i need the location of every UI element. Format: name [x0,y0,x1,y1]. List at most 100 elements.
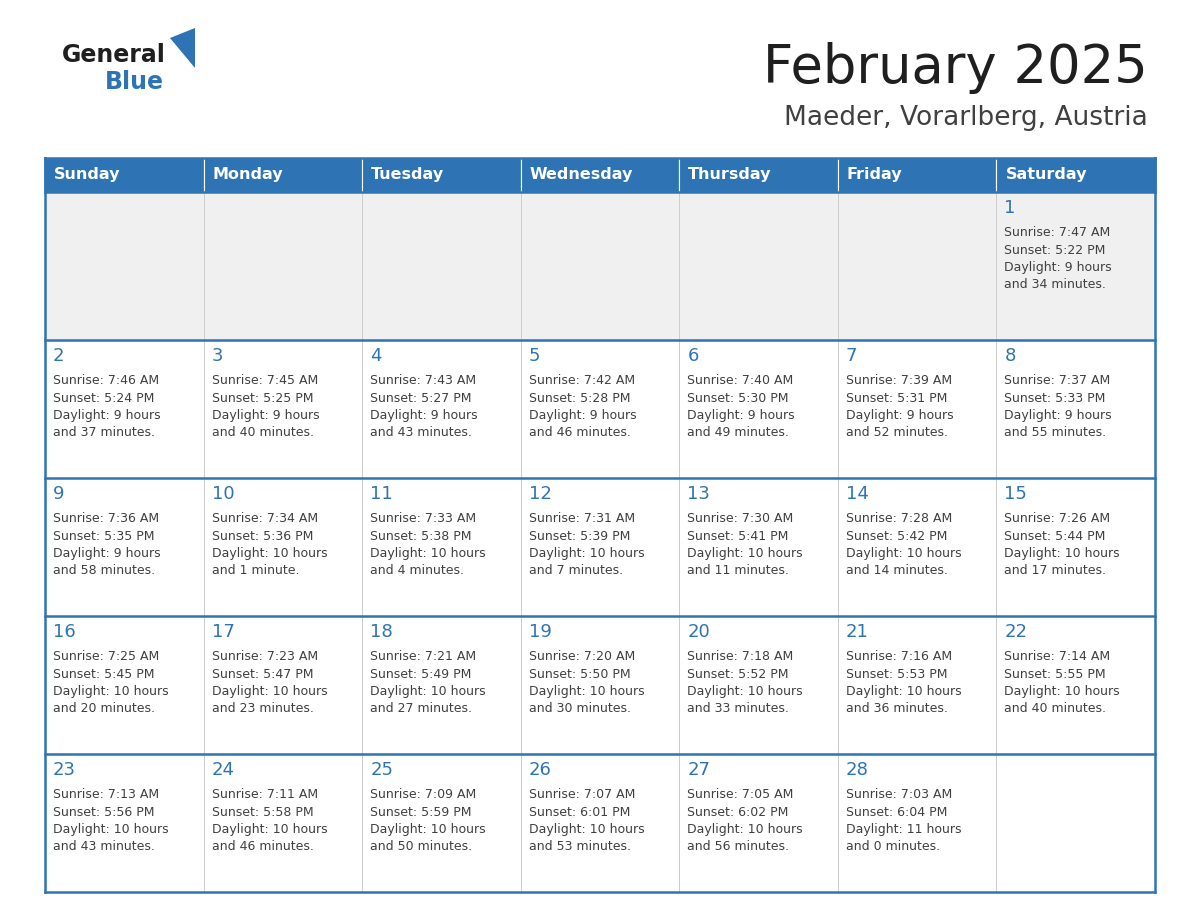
Bar [997,158,1155,192]
Text: Tuesday: Tuesday [371,167,444,183]
Text: Sunrise: 7:33 AM: Sunrise: 7:33 AM [371,512,476,525]
Text: Sunrise: 7:03 AM: Sunrise: 7:03 AM [846,788,952,801]
Text: Daylight: 10 hours: Daylight: 10 hours [371,823,486,836]
Bar [997,754,1155,892]
Text: Sunset: 5:31 PM: Sunset: 5:31 PM [846,391,947,405]
Text: 7: 7 [846,347,858,365]
Text: Daylight: 9 hours: Daylight: 9 hours [53,547,160,560]
Text: 3: 3 [211,347,223,365]
Bar [838,616,997,754]
Bar [838,754,997,892]
Text: and 58 minutes.: and 58 minutes. [53,565,156,577]
Text: Daylight: 10 hours: Daylight: 10 hours [529,547,644,560]
Text: February 2025: February 2025 [763,42,1148,94]
Bar [203,754,362,892]
Text: Sunset: 5:33 PM: Sunset: 5:33 PM [1004,391,1106,405]
Text: 2: 2 [53,347,64,365]
Text: Daylight: 9 hours: Daylight: 9 hours [1004,409,1112,422]
Bar [362,478,520,616]
Text: and 43 minutes.: and 43 minutes. [371,427,472,440]
Bar [45,478,203,616]
Text: Wednesday: Wednesday [530,167,633,183]
Text: Sunset: 5:56 PM: Sunset: 5:56 PM [53,805,154,819]
Text: 21: 21 [846,623,868,641]
Text: Daylight: 10 hours: Daylight: 10 hours [211,823,327,836]
Bar [838,340,997,478]
Bar [997,340,1155,478]
Text: Maeder, Vorarlberg, Austria: Maeder, Vorarlberg, Austria [784,105,1148,131]
Text: and 46 minutes.: and 46 minutes. [211,841,314,854]
Bar [45,340,203,478]
Text: Sunrise: 7:11 AM: Sunrise: 7:11 AM [211,788,317,801]
Text: Daylight: 9 hours: Daylight: 9 hours [211,409,320,422]
Text: Sunset: 5:42 PM: Sunset: 5:42 PM [846,530,947,543]
Text: 23: 23 [53,761,76,779]
Text: 16: 16 [53,623,76,641]
Bar [203,478,362,616]
Text: Sunset: 5:22 PM: Sunset: 5:22 PM [1004,243,1106,256]
Text: and 1 minute.: and 1 minute. [211,565,299,577]
Text: Daylight: 9 hours: Daylight: 9 hours [846,409,954,422]
Bar [838,158,997,192]
Text: and 40 minutes.: and 40 minutes. [1004,702,1106,715]
Bar [362,192,520,340]
Text: Sunrise: 7:30 AM: Sunrise: 7:30 AM [688,512,794,525]
Text: and 56 minutes.: and 56 minutes. [688,841,789,854]
Text: 9: 9 [53,485,64,503]
Text: Sunrise: 7:45 AM: Sunrise: 7:45 AM [211,374,318,387]
Text: Daylight: 10 hours: Daylight: 10 hours [688,547,803,560]
Text: 22: 22 [1004,623,1028,641]
Text: Daylight: 9 hours: Daylight: 9 hours [1004,261,1112,274]
Text: and 0 minutes.: and 0 minutes. [846,841,940,854]
Bar [520,192,680,340]
Text: Sunday: Sunday [53,167,120,183]
Bar [680,616,838,754]
Text: Daylight: 10 hours: Daylight: 10 hours [371,685,486,698]
Text: Sunrise: 7:07 AM: Sunrise: 7:07 AM [529,788,636,801]
Bar [680,192,838,340]
Bar [680,478,838,616]
Text: Daylight: 10 hours: Daylight: 10 hours [53,823,169,836]
Bar [203,616,362,754]
Text: Sunrise: 7:23 AM: Sunrise: 7:23 AM [211,650,317,663]
Text: Sunset: 5:59 PM: Sunset: 5:59 PM [371,805,472,819]
Text: Sunset: 6:04 PM: Sunset: 6:04 PM [846,805,947,819]
Text: 12: 12 [529,485,551,503]
Text: Sunrise: 7:42 AM: Sunrise: 7:42 AM [529,374,634,387]
Text: 4: 4 [371,347,381,365]
Text: and 23 minutes.: and 23 minutes. [211,702,314,715]
Text: Daylight: 10 hours: Daylight: 10 hours [1004,685,1120,698]
Text: Sunrise: 7:31 AM: Sunrise: 7:31 AM [529,512,634,525]
Bar [203,158,362,192]
Text: 25: 25 [371,761,393,779]
Text: Sunset: 5:25 PM: Sunset: 5:25 PM [211,391,314,405]
Text: Sunrise: 7:28 AM: Sunrise: 7:28 AM [846,512,952,525]
Text: Sunrise: 7:47 AM: Sunrise: 7:47 AM [1004,226,1111,239]
Text: Sunset: 5:50 PM: Sunset: 5:50 PM [529,667,631,680]
Text: and 43 minutes.: and 43 minutes. [53,841,154,854]
Text: Daylight: 10 hours: Daylight: 10 hours [1004,547,1120,560]
Text: Sunrise: 7:39 AM: Sunrise: 7:39 AM [846,374,952,387]
Text: and 55 minutes.: and 55 minutes. [1004,427,1106,440]
Text: Daylight: 10 hours: Daylight: 10 hours [53,685,169,698]
Text: and 20 minutes.: and 20 minutes. [53,702,154,715]
Text: Sunset: 5:24 PM: Sunset: 5:24 PM [53,391,154,405]
Bar [45,158,203,192]
Bar [362,754,520,892]
Text: 5: 5 [529,347,541,365]
Text: Sunset: 5:49 PM: Sunset: 5:49 PM [371,667,472,680]
Text: and 4 minutes.: and 4 minutes. [371,565,465,577]
Text: Sunset: 5:36 PM: Sunset: 5:36 PM [211,530,312,543]
Text: Sunrise: 7:14 AM: Sunrise: 7:14 AM [1004,650,1111,663]
Text: Sunrise: 7:43 AM: Sunrise: 7:43 AM [371,374,476,387]
Text: and 7 minutes.: and 7 minutes. [529,565,623,577]
Text: Sunrise: 7:21 AM: Sunrise: 7:21 AM [371,650,476,663]
Text: 10: 10 [211,485,234,503]
Text: Daylight: 10 hours: Daylight: 10 hours [529,685,644,698]
Text: and 53 minutes.: and 53 minutes. [529,841,631,854]
Text: 17: 17 [211,623,234,641]
Text: Sunset: 5:53 PM: Sunset: 5:53 PM [846,667,947,680]
Bar [997,478,1155,616]
Text: 20: 20 [688,623,710,641]
Bar [838,478,997,616]
